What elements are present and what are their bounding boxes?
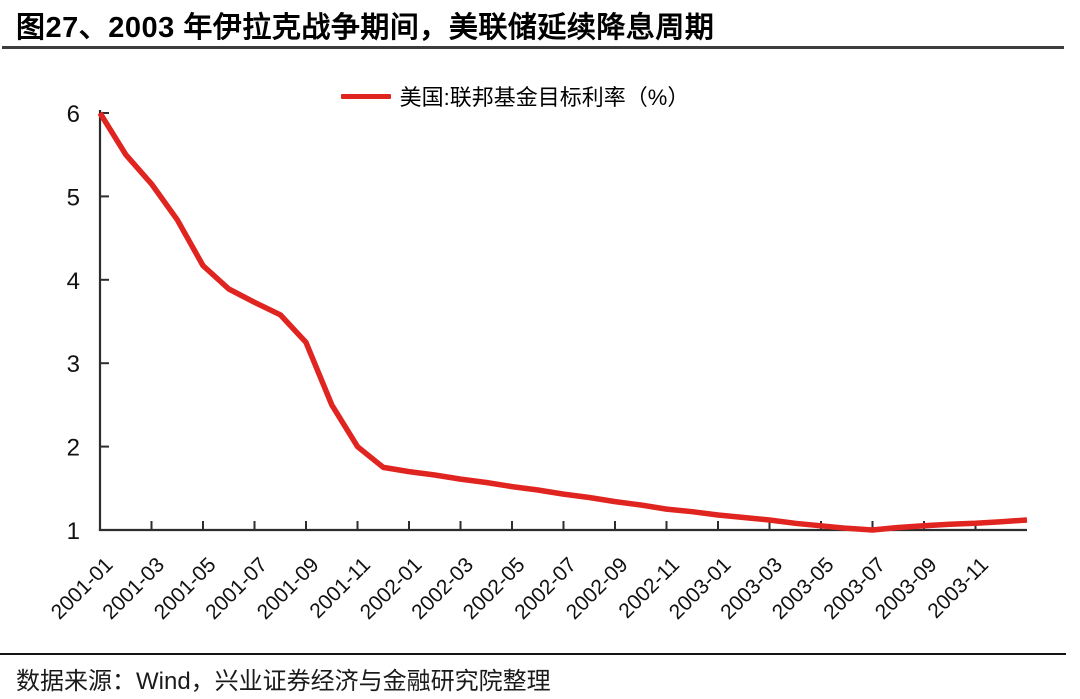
y-tick-label: 1 — [67, 518, 80, 545]
series-group — [97, 111, 1028, 533]
figure-title: 图27、2003 年伊拉克战争期间，美联储延续降息周期 — [16, 12, 715, 44]
legend-label: 美国:联邦基金目标利率（%） — [399, 85, 690, 110]
fed-funds-rate-line — [97, 111, 1028, 533]
y-tick-label: 4 — [67, 268, 80, 295]
title-rule — [2, 46, 1064, 49]
y-tick-label: 3 — [67, 351, 80, 378]
y-tick-label: 2 — [67, 435, 80, 462]
y-axis: 1 2 3 4 5 6 — [67, 101, 109, 545]
y-tick-label: 5 — [67, 184, 80, 211]
footer-rule — [0, 653, 1066, 655]
data-source-text: 数据来源：Wind，兴业证券经济与金融研究院整理 — [16, 668, 551, 695]
y-tick-label: 6 — [67, 101, 80, 128]
x-axis: 2001-012001-032001-052001-072001-092001-… — [47, 521, 1027, 624]
legend-line-icon — [340, 93, 391, 99]
chart-legend: 美国:联邦基金目标利率（%） — [0, 82, 1055, 110]
